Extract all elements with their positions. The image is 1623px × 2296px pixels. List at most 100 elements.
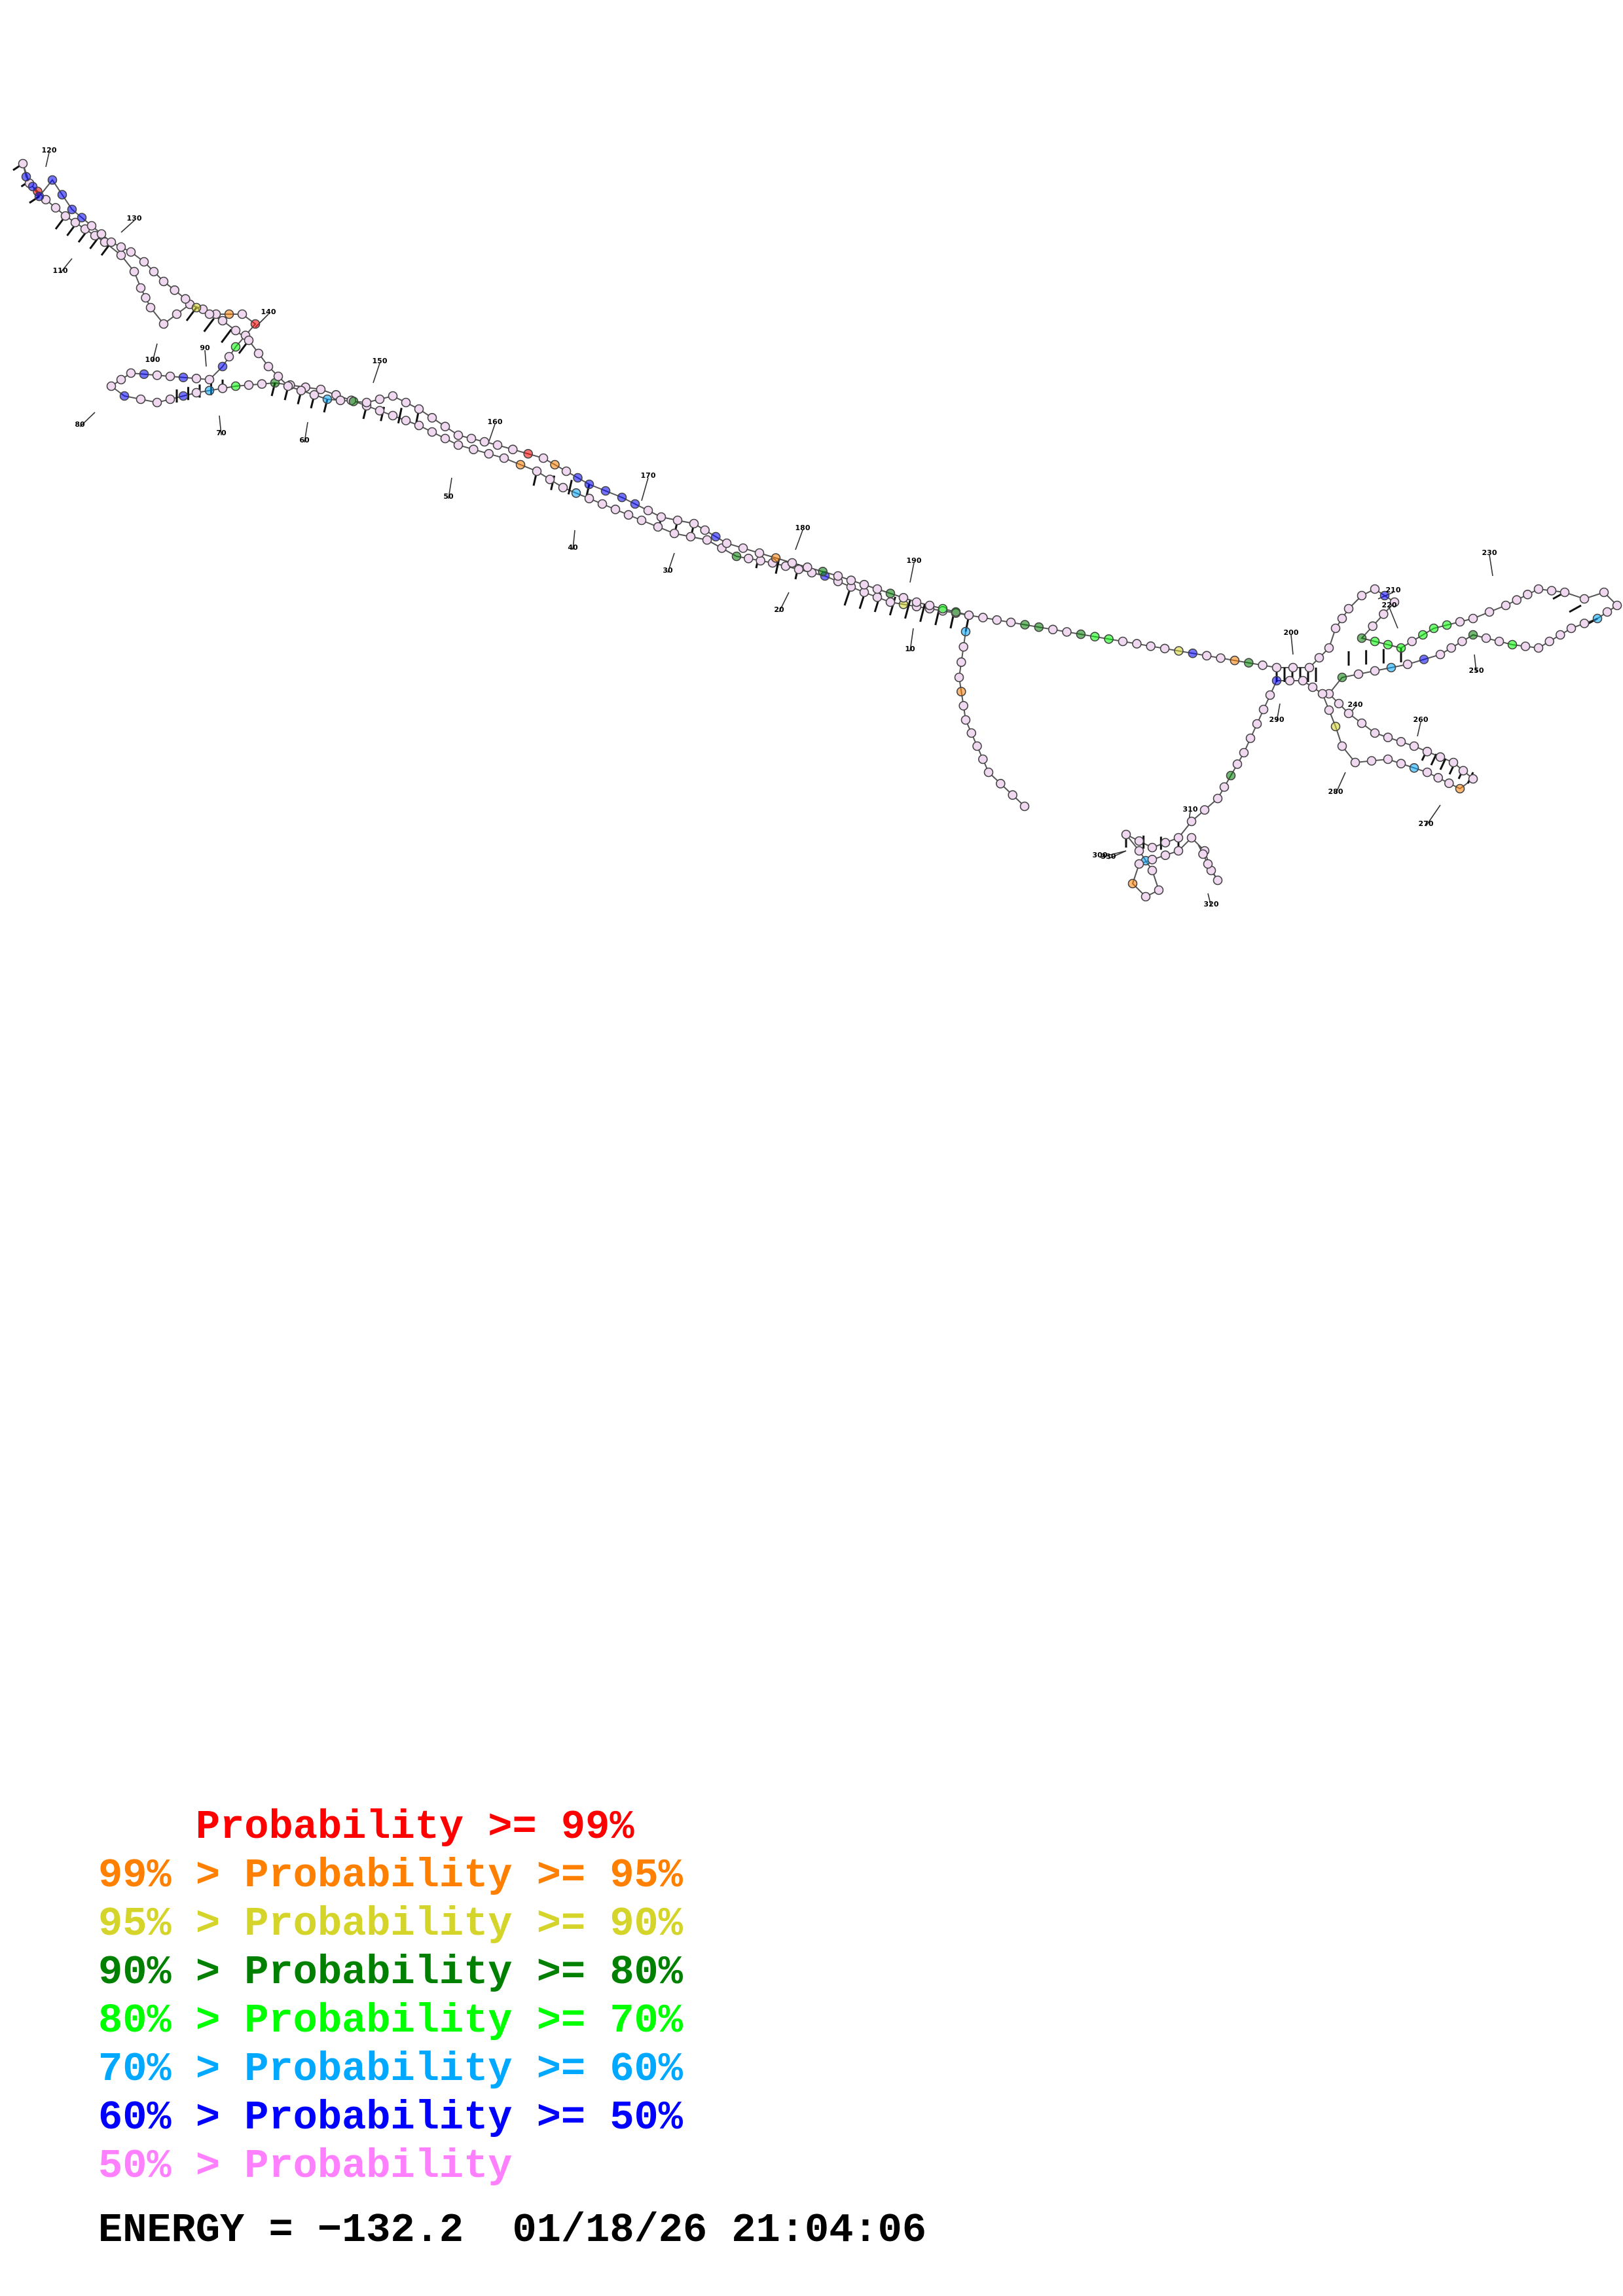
nucleotide — [636, 515, 647, 526]
base-pair — [919, 603, 926, 622]
position-tick — [1425, 804, 1441, 827]
nucleotide — [818, 566, 828, 577]
position-tick — [120, 220, 135, 233]
nucleotide — [911, 597, 922, 607]
nucleotide — [1330, 721, 1341, 732]
nucleotide — [77, 213, 87, 223]
nucleotide — [1484, 607, 1495, 617]
legend-row: 90% > Probability >= 80% — [98, 1948, 683, 1997]
nucleotide — [1422, 767, 1432, 778]
position-ticks — [45, 152, 1493, 907]
nucleotide — [1258, 704, 1269, 715]
timestamp: 01/18/26 21:04:06 — [512, 2207, 927, 2253]
nucleotide — [1468, 630, 1478, 640]
nucleotide — [1379, 590, 1390, 601]
nucleotide — [1173, 833, 1184, 843]
position-tick — [1335, 772, 1346, 795]
nucleotide — [230, 325, 241, 336]
nucleotide — [983, 767, 994, 778]
nucleotide — [237, 309, 247, 319]
nucleotide — [309, 389, 319, 400]
base-pair — [1430, 753, 1438, 766]
nucleotide — [545, 475, 555, 484]
nucleotide — [1334, 698, 1344, 709]
nucleotide — [958, 701, 968, 711]
nucleotide — [244, 335, 254, 346]
position-label: 70 — [216, 429, 227, 437]
nucleotide — [253, 348, 264, 359]
nucleotide — [1457, 636, 1467, 647]
nucleotide — [116, 250, 126, 260]
nucleotide — [1104, 634, 1114, 644]
nucleotide — [523, 448, 534, 459]
nucleotide — [996, 779, 1006, 789]
legend-prefix: 70% > — [98, 2046, 245, 2092]
nucleotide — [204, 309, 215, 319]
nucleotide — [1198, 849, 1208, 859]
secondary-structure-diagram: 10 20 30 40 50 60 70 80 90 100 110 120 130 140 150 160 1… — [12, 146, 1622, 908]
position-label: 220 — [1382, 601, 1397, 609]
nucleotide — [1533, 643, 1544, 653]
nucleotide — [1213, 793, 1223, 804]
nucleotide — [479, 437, 490, 447]
nucleotide — [1366, 756, 1377, 766]
nucleotide — [116, 374, 126, 385]
position-label: 290 — [1269, 715, 1285, 724]
position-tick — [1417, 721, 1421, 737]
nucleotide — [803, 562, 812, 573]
nucleotide — [129, 266, 139, 277]
legend-text: Probability >= 95% — [244, 1852, 683, 1899]
nucleotide — [630, 499, 640, 509]
nucleotide — [859, 579, 869, 590]
nucleotide — [139, 369, 149, 380]
position-tick — [1489, 554, 1493, 577]
nucleotide — [960, 626, 971, 637]
nucleotide — [669, 528, 680, 539]
nucleotide — [1389, 597, 1400, 607]
nucleotide — [793, 564, 804, 575]
nucleotide — [1429, 623, 1439, 634]
nucleotide — [1324, 643, 1334, 653]
nucleotide — [1008, 790, 1017, 800]
nucleotide — [1512, 595, 1522, 605]
nucleotide — [27, 181, 38, 192]
nucleotide — [754, 548, 765, 558]
nucleotide — [744, 553, 754, 564]
nucleotide — [1317, 689, 1328, 699]
nucleotide — [1324, 705, 1334, 715]
nucleotide — [966, 728, 977, 738]
nucleotide — [1160, 850, 1171, 860]
nucleotide — [1006, 617, 1016, 628]
nucleotide — [1446, 643, 1456, 653]
nucleotide — [106, 381, 117, 391]
backbone-segment — [418, 408, 1277, 668]
nucleotide — [126, 368, 136, 378]
nucleotide — [263, 361, 274, 372]
position-tick — [778, 592, 790, 613]
nucleotide — [960, 715, 971, 725]
nucleotide — [1343, 603, 1354, 614]
energy-value: −132.2 — [317, 2207, 464, 2253]
nucleotide — [571, 488, 581, 498]
nucleotide — [1448, 757, 1459, 768]
nucleotide — [1199, 805, 1210, 815]
nucleotide — [954, 672, 964, 683]
nucleotide — [136, 394, 146, 404]
nucleotide — [1147, 865, 1158, 876]
nucleotide — [60, 211, 71, 221]
position-tick — [795, 529, 803, 550]
position-tick — [373, 363, 380, 384]
nucleotide — [158, 319, 169, 329]
legend-prefix: 99% > — [98, 1852, 245, 1899]
nucleotide — [178, 391, 189, 401]
position-tick — [1207, 893, 1212, 907]
nucleotide — [672, 515, 683, 526]
position-label: 250 — [1469, 666, 1484, 675]
nucleotide — [573, 473, 583, 483]
nucleotide — [388, 410, 398, 421]
nucleotide — [656, 512, 666, 522]
nucleotide — [872, 592, 883, 602]
nucleotide — [204, 374, 215, 385]
nucleotide — [1370, 584, 1380, 594]
